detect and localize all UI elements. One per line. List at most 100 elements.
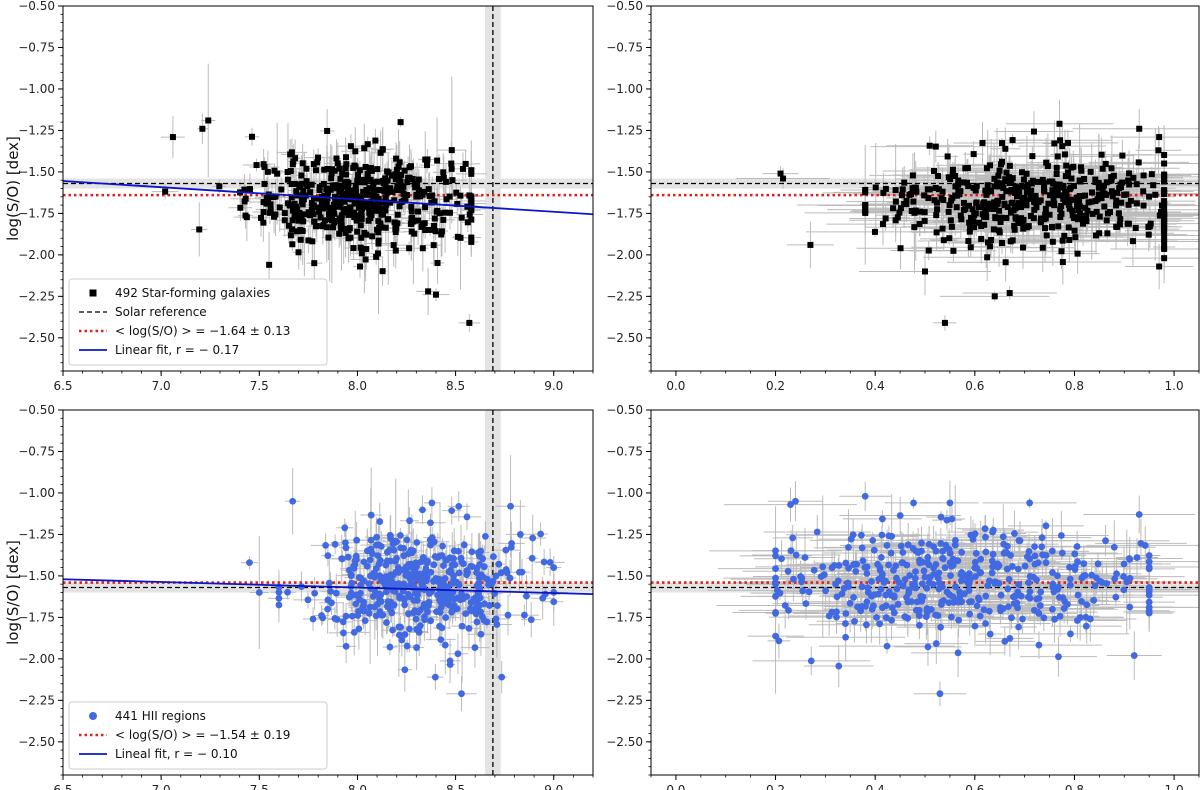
fit-line: [63, 578, 593, 596]
data-point: [431, 215, 438, 222]
data-point: [1133, 200, 1140, 207]
data-point: [450, 601, 458, 609]
data-point: [1001, 200, 1008, 207]
data-point: [275, 588, 283, 596]
data-point: [1109, 193, 1116, 200]
data-point: [1104, 230, 1111, 237]
data-point: [248, 133, 255, 140]
data-point: [431, 673, 439, 681]
ticks: 6.5 7.0 7.5 8.0 8.5 9.0 −0.50 −0.75 −1.00 −1.25 −1…: [18, 0, 594, 393]
data-point: [925, 247, 932, 254]
data-point: [357, 222, 364, 229]
data-point: [392, 176, 399, 183]
data-point: [432, 291, 439, 298]
data-point: [1061, 232, 1068, 239]
data-point: [272, 211, 279, 218]
data-point: [550, 564, 558, 571]
data-point: [307, 189, 314, 196]
y-tick-label: −2.50: [18, 331, 55, 345]
data-point: [458, 690, 465, 698]
data-point: [1004, 176, 1011, 183]
data-point: [862, 186, 869, 193]
data-point: [1107, 209, 1114, 216]
data-point: [1042, 211, 1049, 218]
data-point: [946, 235, 953, 242]
data-point: [1003, 188, 1010, 195]
data-point: [459, 165, 466, 172]
data-point: [948, 223, 955, 230]
data-point: [1161, 226, 1168, 233]
data-point: [1156, 263, 1163, 270]
data-point: [406, 245, 413, 252]
data-point: [428, 499, 436, 507]
data-point: [379, 268, 386, 275]
data-point: [1059, 192, 1066, 199]
data-point: [424, 608, 431, 616]
data-point: [347, 208, 354, 215]
data-point: [882, 215, 889, 222]
data-point: [354, 228, 361, 235]
data-point: [1012, 204, 1019, 211]
data-point: [313, 222, 320, 229]
data-point: [872, 184, 879, 191]
data-point: [357, 244, 364, 251]
data-point: [1130, 174, 1137, 181]
data-point: [916, 221, 923, 228]
plot-area: [63, 410, 593, 775]
data-point: [428, 199, 435, 206]
data-point: [342, 165, 349, 172]
data-point: [460, 541, 468, 549]
data-point: [468, 167, 475, 174]
data-point: [446, 657, 454, 665]
data-point: [343, 171, 350, 178]
data-point: [241, 198, 248, 205]
data-point: [871, 228, 878, 235]
data-point: [350, 245, 357, 252]
data-point: [440, 174, 447, 181]
data-point: [482, 532, 489, 540]
data-point: [476, 561, 483, 568]
data-point: [360, 577, 368, 585]
data-point: [1117, 181, 1124, 188]
data-point: [986, 203, 993, 210]
data-point: [933, 212, 940, 219]
data-point: [1062, 173, 1069, 180]
data-point: [288, 180, 295, 187]
data-point: [340, 209, 347, 216]
data-point: [1085, 199, 1092, 206]
data-point: [325, 234, 332, 241]
data-point: [289, 241, 296, 248]
data-point: [361, 145, 368, 152]
data-point: [432, 228, 439, 235]
data-point: [528, 554, 536, 562]
data-point: [1161, 178, 1168, 185]
data-point: [345, 211, 352, 218]
data-point: [356, 167, 363, 174]
data-point: [489, 553, 497, 560]
data-point: [400, 183, 407, 190]
data-point: [1125, 177, 1132, 184]
data-point: [468, 193, 475, 200]
data-point: [1103, 191, 1110, 198]
data-point: [419, 245, 426, 252]
data-point: [947, 176, 954, 183]
data-point: [401, 666, 409, 674]
data-point: [981, 221, 988, 228]
data-point: [916, 208, 923, 215]
data-point: [371, 187, 378, 194]
data-point: [520, 611, 528, 619]
data-point: [437, 636, 445, 644]
data-point: [1099, 186, 1106, 193]
data-point: [378, 211, 385, 218]
data-point: [290, 158, 297, 165]
data-point: [473, 602, 481, 609]
data-point: [1043, 232, 1050, 239]
data-point: [1118, 199, 1125, 206]
data-point: [266, 209, 273, 216]
data-point: [350, 564, 358, 572]
data-point: [345, 227, 352, 234]
data-point: [359, 201, 366, 208]
data-point: [332, 193, 339, 200]
data-point: [401, 601, 409, 609]
data-point: [278, 186, 285, 193]
